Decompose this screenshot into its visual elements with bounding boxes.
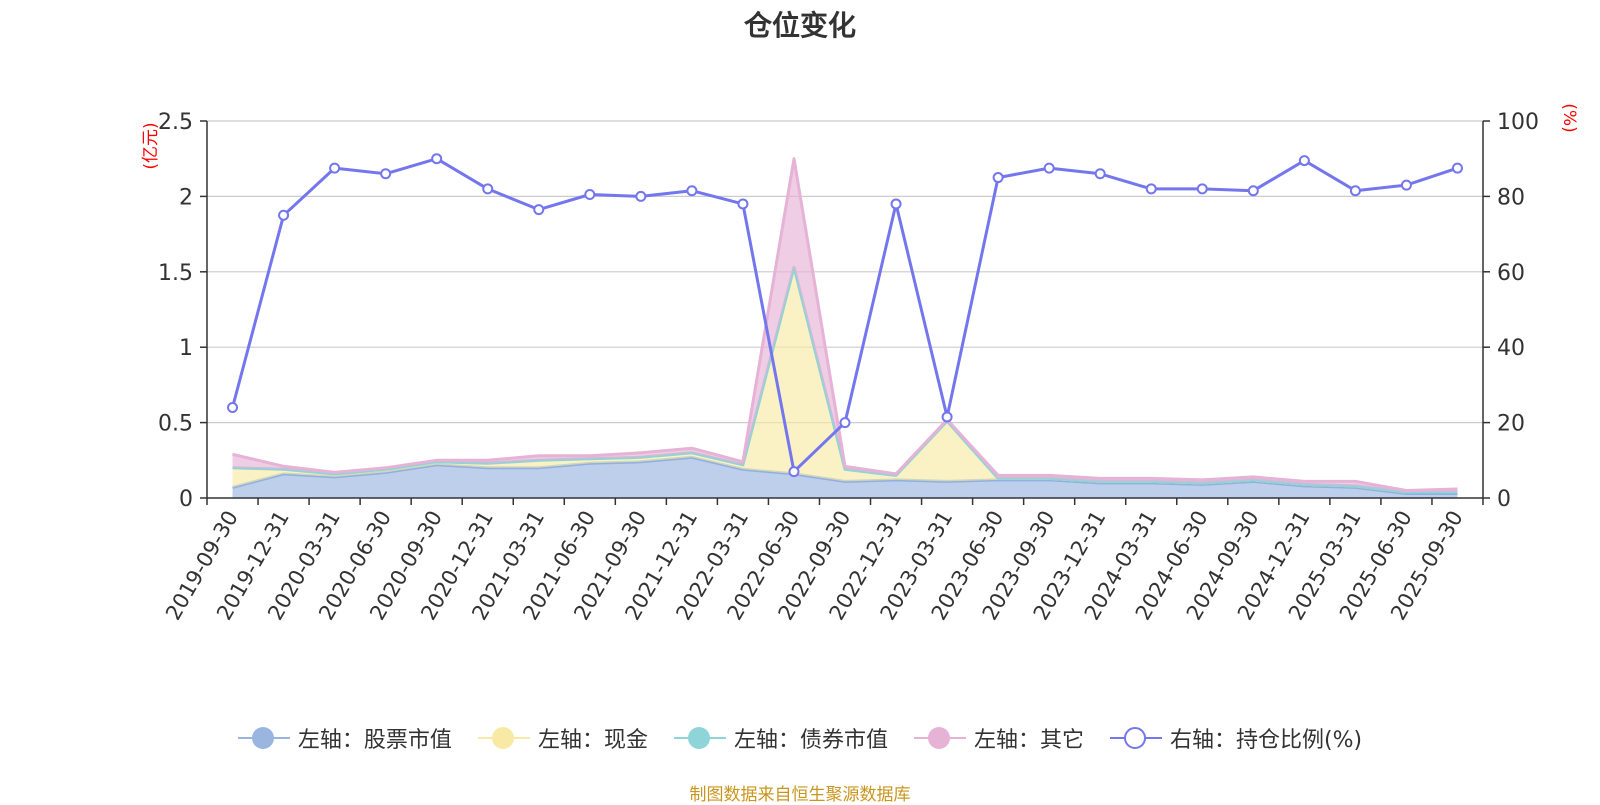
left-axis-tick-label: 2.5	[158, 110, 193, 135]
right-axis-unit: (%)	[1559, 103, 1579, 132]
left-axis-tick-label: 1.5	[158, 261, 193, 286]
ratio-point	[482, 183, 494, 195]
chart-title: 仓位变化	[743, 9, 856, 42]
right-axis-tick-label: 100	[1497, 110, 1539, 135]
right-axis-tick-label: 60	[1497, 261, 1525, 286]
ratio-point	[533, 204, 545, 216]
left-axis-tick-label: 2	[179, 185, 193, 210]
legend-other-icon	[913, 726, 966, 750]
ratio-point	[1298, 155, 1310, 167]
ratio-point	[1400, 179, 1412, 191]
legend-item-other[interactable]: 左轴：其它	[913, 722, 1084, 754]
ratio-point	[584, 189, 596, 201]
data-source-note: 制图数据来自恒生聚源数据库	[689, 785, 911, 805]
ratio-point	[1247, 185, 1259, 197]
legend-label: 左轴：债券市值	[733, 728, 888, 753]
ratio-point	[227, 402, 239, 414]
left-axis-tick-label: 0.5	[158, 412, 193, 437]
legend-item-stock[interactable]: 左轴：股票市值	[237, 722, 452, 754]
legend-label: 右轴：持仓比例(%)	[1169, 728, 1363, 753]
legend-ratio-icon	[1109, 726, 1162, 750]
ratio-point	[329, 162, 341, 174]
legend-label: 左轴：其它	[973, 728, 1084, 753]
right-axis-tick-label: 0	[1497, 487, 1511, 512]
legend-label: 左轴：现金	[537, 728, 648, 753]
ratio-point	[1196, 183, 1208, 195]
area-line-other	[232, 157, 1458, 492]
legend-item-cash[interactable]: 左轴：现金	[477, 722, 648, 754]
ratio-point	[635, 190, 647, 202]
left-axis-tick-label: 1	[179, 336, 193, 361]
ratio-point	[788, 466, 800, 478]
ratio-point	[1451, 162, 1463, 174]
legend-bond-icon	[673, 726, 726, 750]
legend-item-ratio[interactable]: 右轴：持仓比例(%)	[1109, 722, 1363, 754]
ratio-point	[890, 198, 902, 210]
right-axis-tick-label: 40	[1497, 336, 1525, 361]
ratio-point	[1094, 168, 1106, 180]
ratio-point	[1349, 185, 1361, 197]
ratio-point	[686, 185, 698, 197]
legend-stock-icon	[237, 726, 290, 750]
legend-cash-icon	[477, 726, 530, 750]
ratio-point	[380, 168, 392, 180]
left-axis-tick-label: 0	[179, 487, 193, 512]
right-axis-tick-label: 20	[1497, 412, 1525, 437]
ratio-point	[941, 411, 953, 423]
ratio-point	[737, 198, 749, 210]
ratio-point	[278, 209, 290, 221]
ratio-point	[992, 172, 1004, 184]
area-other	[232, 158, 1458, 492]
ratio-point	[839, 417, 851, 429]
right-axis-tick-label: 80	[1497, 185, 1525, 210]
ratio-point	[431, 153, 443, 165]
area-stock	[232, 457, 1458, 498]
ratio-point	[1043, 162, 1055, 174]
ratio-point	[1145, 183, 1157, 195]
chart-legend: 左轴：股票市值 左轴：现金 左轴：债券市值 左轴：其它 右轴：持仓比例(%)	[0, 722, 1600, 754]
legend-label: 左轴：股票市值	[297, 728, 452, 753]
left-axis-unit: (亿元)	[141, 122, 161, 169]
legend-item-bond[interactable]: 左轴：债券市值	[673, 722, 888, 754]
